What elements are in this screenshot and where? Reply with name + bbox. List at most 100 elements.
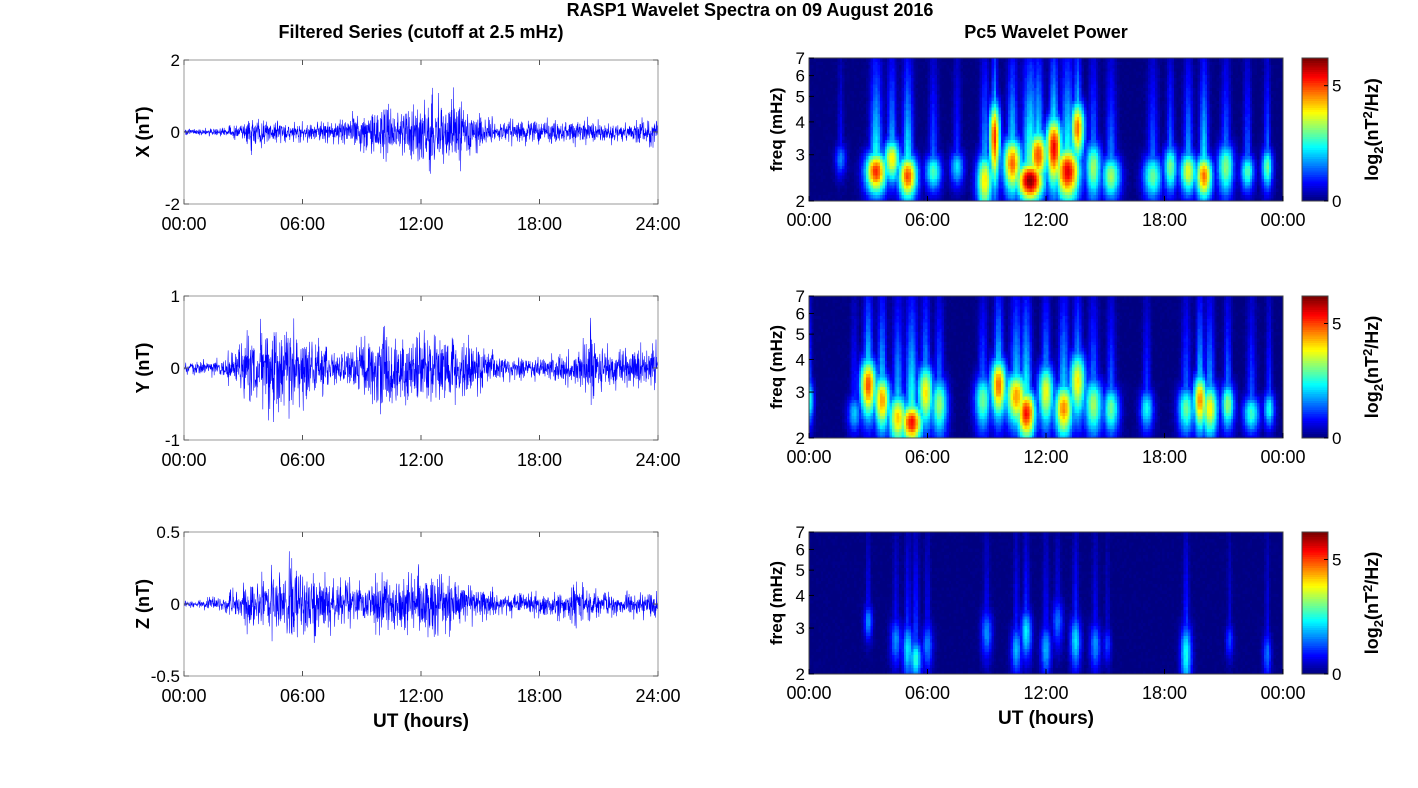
heatmap-cell [1038, 84, 1042, 88]
heatmap-cell [882, 74, 886, 79]
heatmap-cell [882, 116, 886, 121]
heatmap-cell [849, 119, 853, 124]
heatmap-cell [832, 184, 836, 189]
heatmap-cell [818, 162, 822, 166]
heatmap-cell [884, 162, 888, 166]
heatmap-cell [825, 145, 829, 150]
heatmap-cell [906, 136, 910, 140]
heatmap-cell [1024, 71, 1028, 75]
heatmap-cell [986, 113, 990, 118]
heatmap-cell [929, 61, 933, 66]
heatmap-cell [889, 149, 893, 153]
heatmap-cell [830, 175, 834, 179]
heatmap-cell [920, 162, 924, 166]
heatmap-cell [1043, 132, 1047, 137]
heatmap-cell [868, 67, 872, 72]
heatmap-cell [889, 145, 893, 150]
heatmap-cell [960, 181, 964, 186]
heatmap-cell [849, 139, 853, 144]
heatmap-cell [1015, 184, 1019, 189]
heatmap-cell [948, 175, 952, 179]
heatmap-cell [870, 126, 874, 131]
heatmap-cell [948, 64, 952, 69]
heatmap-cell [908, 171, 912, 176]
heatmap-cell [974, 184, 978, 189]
heatmap-cell [1036, 90, 1040, 95]
heatmap-cell [977, 97, 981, 101]
heatmap-cell [1055, 142, 1059, 147]
heatmap-cell [927, 80, 931, 85]
heatmap-cell [839, 129, 843, 134]
heatmap-cell [901, 64, 905, 69]
heatmap-cell [903, 116, 907, 121]
heatmap-cell [884, 123, 888, 127]
heatmap-cell [877, 165, 881, 170]
heatmap-cell [986, 58, 990, 62]
heatmap-cell [832, 162, 836, 166]
heatmap-cell [986, 162, 990, 166]
heatmap-cell [1017, 97, 1021, 101]
heatmap-cell [984, 126, 988, 131]
heatmap-cell [827, 168, 831, 173]
heatmap-cell [1029, 194, 1033, 199]
heatmap-cell [986, 126, 990, 131]
heatmap-cell [863, 67, 867, 72]
heatmap-cell [939, 64, 943, 69]
heatmap-cell [993, 129, 997, 134]
heatmap-cell [1046, 58, 1049, 62]
heatmap-cell [882, 129, 886, 134]
x-tick-label: 12:00 [398, 214, 443, 234]
heatmap-cell [1015, 152, 1019, 157]
heatmap-cell [918, 139, 921, 144]
heatmap-cell [811, 103, 815, 108]
heatmap-cell [1060, 184, 1064, 189]
heatmap-cell [899, 162, 903, 166]
heatmap-cell [970, 87, 974, 92]
heatmap-cell [963, 80, 967, 85]
heatmap-cell [1024, 113, 1028, 118]
heatmap-cell [854, 61, 857, 66]
heatmap-cell [958, 149, 962, 153]
heatmap-cell [887, 175, 891, 179]
heatmap-cell [1057, 67, 1061, 72]
heatmap-cell [960, 67, 964, 72]
heatmap-cell [827, 139, 831, 144]
heatmap-cell [963, 123, 967, 127]
heatmap-cell [863, 191, 867, 196]
heatmap-cell [1012, 142, 1016, 147]
heatmap-cell [910, 129, 914, 134]
heatmap-cell [887, 87, 891, 92]
heatmap-cell [946, 194, 950, 199]
heatmap-cell [816, 168, 820, 173]
heatmap-cell [1027, 194, 1031, 199]
heatmap-cell [1041, 184, 1045, 189]
heatmap-cell [1017, 194, 1021, 199]
heatmap-cell [991, 113, 995, 118]
heatmap-cell [982, 129, 985, 134]
heatmap-cell [887, 71, 891, 75]
heatmap-cell [1012, 93, 1016, 98]
heatmap-cell [998, 155, 1002, 160]
heatmap-cell [1057, 184, 1061, 189]
heatmap-cell [880, 194, 884, 199]
heatmap-cell [939, 197, 943, 201]
heatmap-cell [925, 197, 929, 201]
heatmap-cell [809, 126, 812, 131]
heatmap-cell [927, 106, 931, 111]
heatmap-cell [1022, 126, 1026, 131]
heatmap-cell [899, 136, 903, 140]
heatmap-cell [984, 119, 988, 124]
heatmap-cell [1010, 67, 1014, 72]
heatmap-cell [913, 162, 917, 166]
heatmap-cell [891, 194, 895, 199]
heatmap-cell [998, 191, 1002, 196]
heatmap-cell [903, 103, 907, 108]
heatmap-cell [922, 158, 926, 163]
heatmap-cell [1055, 74, 1059, 79]
heatmap-cell [984, 116, 988, 121]
heatmap-cell [989, 100, 993, 105]
heatmap-cell [929, 119, 933, 124]
heatmap-cell [953, 142, 957, 147]
heatmap-cell [908, 194, 912, 199]
heatmap-cell [1022, 191, 1026, 196]
